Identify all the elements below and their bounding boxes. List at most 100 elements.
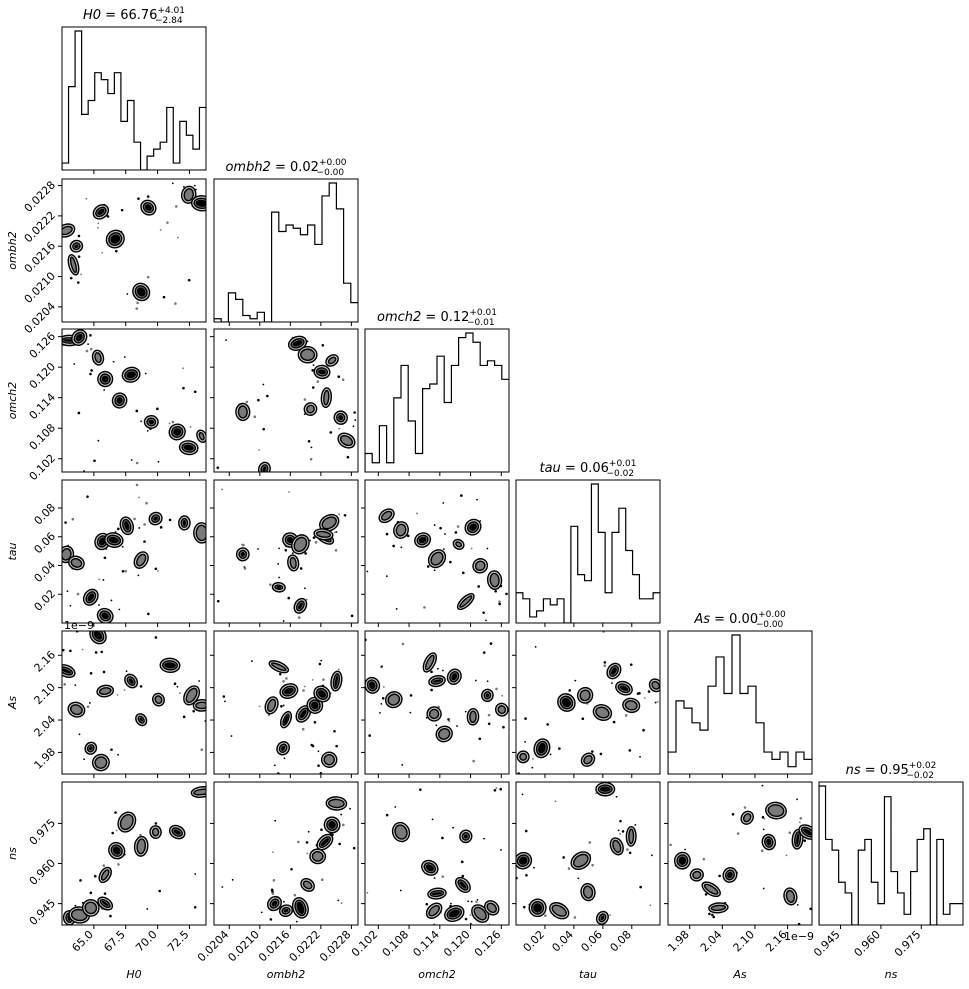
sample-point xyxy=(100,650,103,654)
histogram-ombh2 xyxy=(214,182,358,322)
sample-point xyxy=(437,667,439,670)
sample-point xyxy=(612,720,616,724)
sample-point xyxy=(502,725,505,729)
sample-point xyxy=(78,733,81,736)
contour-inner xyxy=(425,864,434,872)
sample-point xyxy=(63,682,67,686)
contour-inner xyxy=(766,838,772,846)
sample-point xyxy=(531,766,534,769)
sample-point xyxy=(803,839,807,842)
sample-point xyxy=(486,680,489,683)
sample-point xyxy=(94,651,98,654)
contour-mid xyxy=(98,687,112,695)
sample-point xyxy=(704,893,708,896)
contour-mid xyxy=(302,880,313,890)
contour-inner xyxy=(600,915,605,921)
contour-inner xyxy=(153,516,158,521)
sample-point xyxy=(385,813,389,817)
panel-tau-vs-omch2 xyxy=(361,479,510,627)
contour-mid xyxy=(628,828,635,845)
sample-point xyxy=(647,690,651,693)
sample-point xyxy=(441,836,444,840)
sample-point xyxy=(702,857,706,861)
contour-mid xyxy=(62,225,73,236)
sample-point xyxy=(314,541,318,544)
sample-point xyxy=(130,459,133,461)
histogram-tau xyxy=(516,483,660,623)
sample-point xyxy=(487,722,491,726)
panel-frame xyxy=(61,328,207,473)
sample-point xyxy=(495,687,498,691)
title-param: ombh2 xyxy=(225,160,270,175)
contour-mid xyxy=(612,839,622,853)
sample-point xyxy=(478,737,482,741)
sample-point xyxy=(399,889,402,892)
panel-content xyxy=(62,329,206,472)
sample-point xyxy=(798,821,801,824)
sample-point xyxy=(464,917,468,921)
sample-point xyxy=(159,526,163,529)
sample-point xyxy=(173,682,177,686)
sample-point xyxy=(416,512,418,515)
sample-point xyxy=(731,812,735,816)
sample-point xyxy=(669,843,672,847)
sample-point xyxy=(797,922,801,925)
sample-point xyxy=(154,636,158,639)
sample-point xyxy=(257,398,260,402)
sample-point xyxy=(89,347,93,351)
sample-point xyxy=(340,813,343,816)
sample-point xyxy=(322,678,325,681)
sample-point xyxy=(187,278,191,282)
title-ombh2: ombh2 = 0.02+0.00 −0.00 xyxy=(225,158,346,178)
sample-point xyxy=(307,439,311,443)
sample-point xyxy=(79,879,82,882)
sample-point xyxy=(395,608,398,610)
sample-point xyxy=(121,545,124,548)
sample-point xyxy=(712,915,716,919)
sample-point xyxy=(441,875,445,878)
sample-point xyxy=(139,833,142,837)
sample-point xyxy=(303,413,306,416)
sample-point xyxy=(112,360,115,363)
sample-point xyxy=(156,407,159,411)
x-axis-label-ns: ns xyxy=(885,968,898,981)
title-plus: +0.02 xyxy=(909,761,937,771)
contour-mid xyxy=(311,850,324,862)
sample-point xyxy=(158,889,161,893)
sample-point xyxy=(425,902,429,906)
contour-mid xyxy=(293,536,308,552)
sample-point xyxy=(337,668,340,671)
contour-mid xyxy=(323,389,330,406)
sample-point xyxy=(401,642,405,646)
sample-point xyxy=(278,576,280,579)
panel-frame xyxy=(515,630,661,775)
sample-point xyxy=(494,589,497,593)
sample-point xyxy=(617,829,620,832)
sample-point xyxy=(340,902,343,905)
sample-point xyxy=(624,714,628,717)
sample-point xyxy=(406,534,410,538)
contour-inner xyxy=(538,742,546,754)
sample-point xyxy=(642,728,645,732)
sample-point xyxy=(282,900,285,903)
sample-point xyxy=(71,517,75,521)
sample-point xyxy=(532,757,534,760)
sample-point xyxy=(74,904,77,907)
sample-point xyxy=(573,916,577,919)
sample-point xyxy=(306,852,309,855)
sample-point xyxy=(349,807,351,810)
sample-point xyxy=(379,711,381,714)
sample-point xyxy=(493,788,497,792)
sample-point xyxy=(154,822,158,825)
sample-point xyxy=(116,693,119,696)
sample-point xyxy=(684,848,686,851)
sample-point xyxy=(146,429,149,432)
sample-point xyxy=(64,521,67,524)
sample-point xyxy=(74,684,77,687)
panel-content xyxy=(516,483,660,623)
sample-point xyxy=(433,524,436,526)
contour-inner xyxy=(292,340,303,347)
contour-mid xyxy=(438,728,451,740)
sample-point xyxy=(426,565,430,568)
